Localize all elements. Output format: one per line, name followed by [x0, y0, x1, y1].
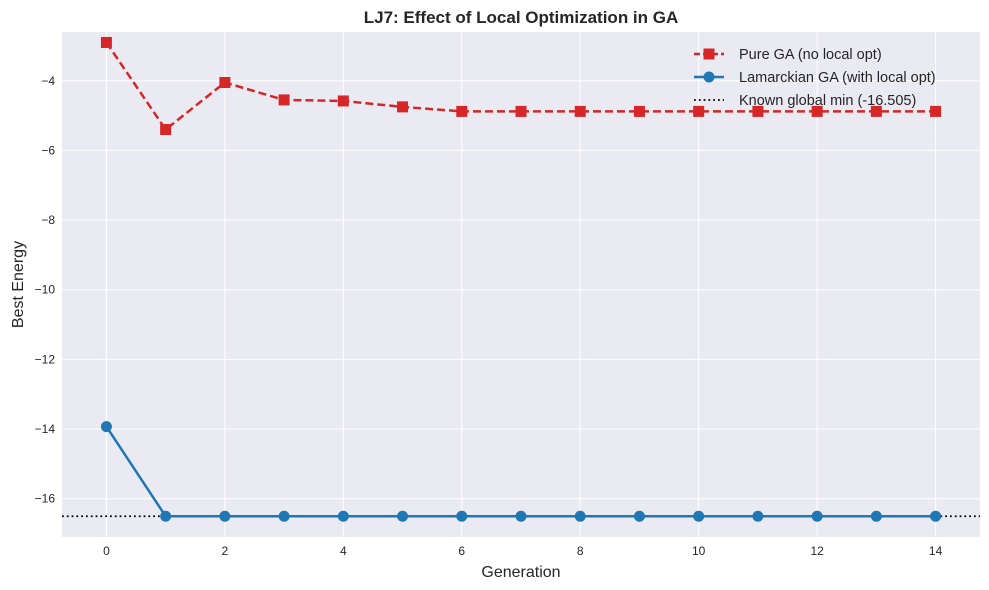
series-1-point: [278, 94, 290, 106]
x-tick-label: 14: [929, 544, 943, 558]
series-1-point: [693, 105, 705, 117]
series-2-point: [278, 510, 290, 522]
legend-label: Lamarckian GA (with local opt): [739, 70, 936, 86]
series-1: [100, 36, 942, 136]
series-1-point: [930, 105, 942, 117]
y-axis-label: Best Energy: [10, 241, 27, 328]
series-2-point: [100, 421, 112, 433]
x-tick-label: 0: [103, 544, 110, 558]
series-2-point: [397, 510, 409, 522]
series-2-point: [870, 510, 882, 522]
y-tick-labels: −16 −14 −12 −10 −8 −6 −4: [35, 74, 56, 506]
legend-swatch-marker: [703, 71, 715, 83]
series-1-point: [515, 105, 527, 117]
x-tick-label: 4: [340, 544, 347, 558]
series-1-point: [574, 105, 586, 117]
series-1-point: [870, 105, 882, 117]
y-tick-label: −16: [35, 492, 56, 506]
series-2-point: [456, 510, 468, 522]
x-axis-label: Generation: [481, 564, 560, 581]
legend: Pure GA (no local opt) Lamarckian GA (wit…: [694, 47, 936, 109]
legend-label: Known global min (-16.505): [739, 93, 916, 109]
y-tick-label: −8: [41, 213, 55, 227]
series-1-point: [337, 95, 349, 107]
series-2-point: [930, 510, 942, 522]
series-1-point: [811, 105, 823, 117]
series-2-point: [160, 510, 172, 522]
series-2-point: [693, 510, 705, 522]
x-tick-labels: 0 2 4 6 8 10 12 14: [103, 544, 942, 558]
y-tick-label: −12: [35, 352, 56, 366]
x-tick-label: 12: [810, 544, 824, 558]
y-tick-label: −14: [35, 422, 56, 436]
series-2-point: [633, 510, 645, 522]
series-2-point: [337, 510, 349, 522]
y-tick-label: −4: [41, 74, 55, 88]
legend-entry: Pure GA (no local opt): [694, 47, 882, 63]
series-1-point: [219, 77, 231, 88]
x-tick-label: 10: [692, 544, 706, 558]
series-1-point: [752, 105, 764, 117]
legend-entry: Lamarckian GA (with local opt): [694, 70, 936, 86]
y-tick-label: −6: [41, 143, 55, 157]
series-2-point: [752, 510, 764, 522]
x-tick-label: 8: [577, 544, 584, 558]
series-1-point: [397, 101, 409, 113]
series-1-point: [100, 36, 112, 48]
series-2-point: [574, 510, 586, 522]
series-group: [100, 36, 942, 522]
series-1-point: [160, 124, 172, 136]
legend-entry: Known global min (-16.505): [694, 93, 916, 109]
series-1-point: [633, 105, 645, 117]
series-1-point: [456, 105, 468, 117]
series-2-point: [515, 510, 527, 522]
x-tick-label: 6: [458, 544, 465, 558]
y-tick-label: −10: [35, 283, 56, 297]
x-tick-label: 2: [222, 544, 229, 558]
legend-label: Pure GA (no local opt): [739, 47, 882, 63]
legend-swatch-marker: [703, 48, 715, 60]
series-2: [100, 421, 942, 522]
series-2-point: [219, 510, 231, 522]
chart-title: LJ7: Effect of Local Optimization in GA: [364, 8, 679, 27]
series-2-point: [811, 510, 823, 522]
